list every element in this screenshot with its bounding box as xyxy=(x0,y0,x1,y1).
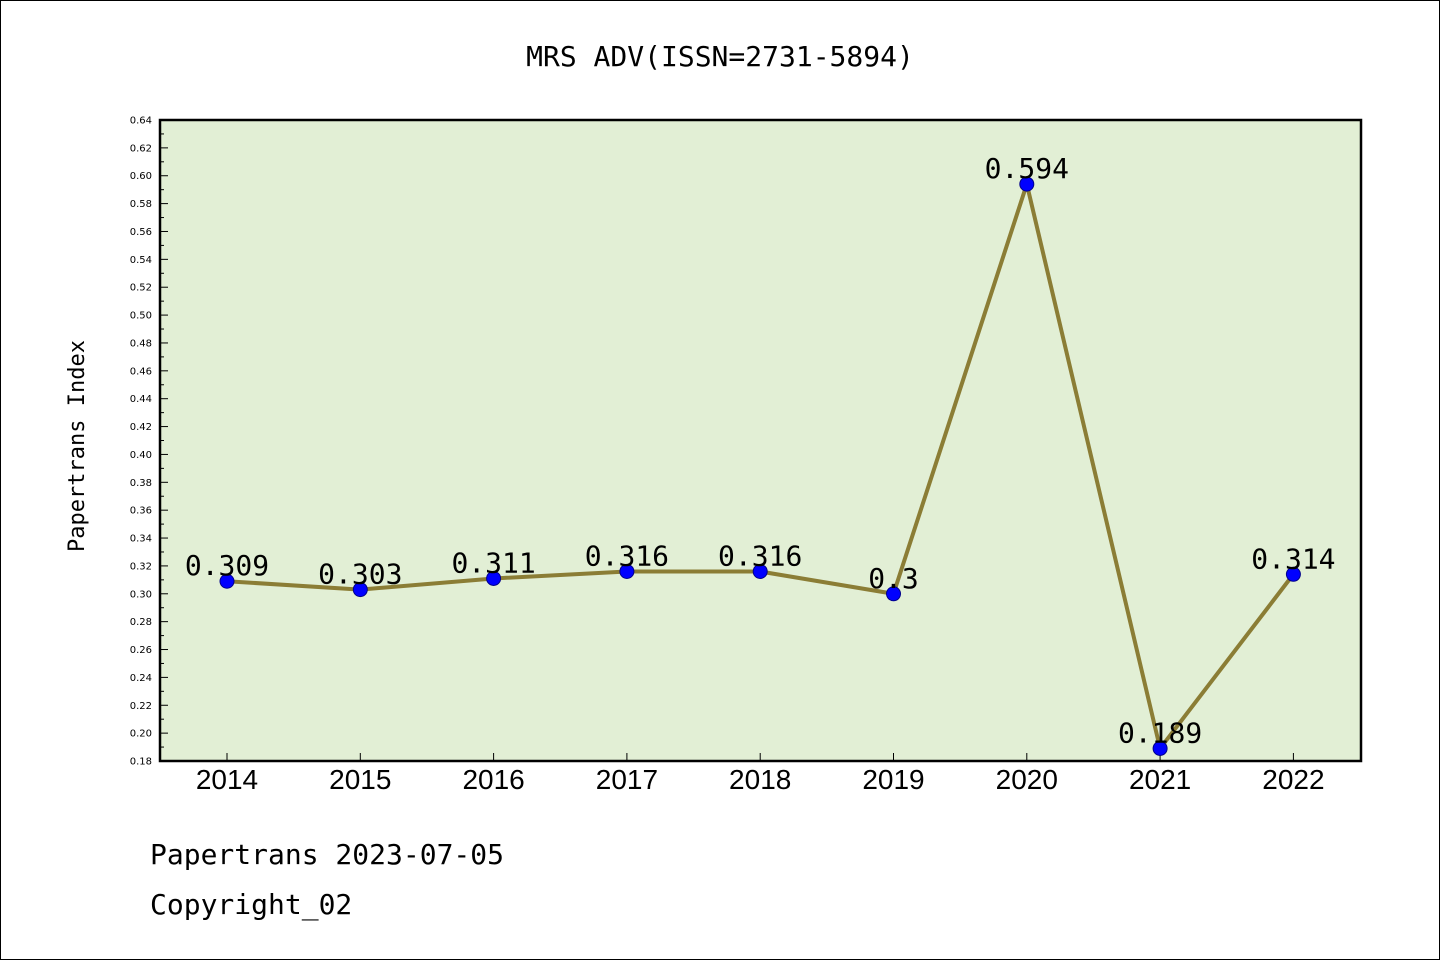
footer-copyright: Copyright_02 xyxy=(150,888,352,922)
y-tick-label: 0.62 xyxy=(130,143,152,154)
y-tick-label: 0.48 xyxy=(130,338,152,349)
data-point xyxy=(486,570,502,586)
y-tick-label: 0.28 xyxy=(130,617,152,628)
y-tick-label: 0.58 xyxy=(130,199,152,210)
data-point xyxy=(619,563,635,579)
data-label: 0.309 xyxy=(185,549,269,582)
y-tick-label: 0.26 xyxy=(130,645,152,656)
data-label: 0.3 xyxy=(868,562,919,595)
y-tick-label: 0.42 xyxy=(130,422,152,433)
x-tick-label: 2015 xyxy=(329,764,391,795)
y-tick-label: 0.22 xyxy=(130,701,152,712)
data-point xyxy=(1152,740,1168,756)
x-axis-ticks: 2014 2015 2016 2017 2018 2019 2020 2021 2022 xyxy=(196,753,1325,795)
data-label: 0.311 xyxy=(451,546,535,579)
y-tick-label: 0.40 xyxy=(130,450,152,461)
plot-area xyxy=(158,118,1363,763)
y-tick-label: 0.38 xyxy=(130,478,152,489)
x-tick-label: 2019 xyxy=(862,764,924,795)
y-tick-label: 0.56 xyxy=(130,227,152,238)
data-label: 0.189 xyxy=(1118,716,1202,749)
data-label: 0.316 xyxy=(585,539,669,572)
y-tick-label: 0.32 xyxy=(130,561,152,572)
data-point xyxy=(352,582,368,598)
y-tick-label: 0.20 xyxy=(130,729,152,740)
data-label: 0.303 xyxy=(318,558,402,591)
data-labels: 0.309 0.303 0.311 0.316 0.316 0.3 0.594 0.189 0.… xyxy=(185,152,1336,749)
data-point xyxy=(219,573,235,589)
y-tick-label: 0.36 xyxy=(130,506,152,517)
y-axis-ticks: 0.18 0.20 0.22 0.24 0.26 0.28 0.30 0.32 0.34 0.36… xyxy=(130,116,168,768)
x-tick-label: 2017 xyxy=(596,764,658,795)
x-tick-label: 2022 xyxy=(1262,764,1324,795)
data-point xyxy=(752,563,768,579)
data-label: 0.316 xyxy=(718,539,802,572)
y-tick-label: 0.18 xyxy=(130,757,152,768)
data-label: 0.314 xyxy=(1251,542,1335,575)
y-tick-label: 0.24 xyxy=(130,673,152,684)
x-tick-label: 2018 xyxy=(729,764,791,795)
y-tick-label: 0.64 xyxy=(130,116,152,127)
y-tick-label: 0.30 xyxy=(130,589,152,600)
y-tick-label: 0.54 xyxy=(130,255,152,266)
data-point xyxy=(1285,566,1301,582)
y-axis-label: Papertrans Index xyxy=(65,340,90,552)
y-tick-label: 0.44 xyxy=(130,394,152,405)
x-tick-label: 2016 xyxy=(462,764,524,795)
data-label: 0.594 xyxy=(985,152,1069,185)
y-tick-label: 0.60 xyxy=(130,171,152,182)
chart-title: MRS ADV(ISSN=2731-5894) xyxy=(526,40,914,73)
y-tick-label: 0.52 xyxy=(130,283,152,294)
data-point xyxy=(886,586,901,602)
x-tick-label: 2014 xyxy=(196,764,258,795)
y-tick-label: 0.34 xyxy=(130,534,152,545)
data-markers xyxy=(219,176,1301,756)
x-tick-label: 2020 xyxy=(996,764,1058,795)
x-tick-label: 2021 xyxy=(1129,764,1191,795)
y-tick-label: 0.46 xyxy=(130,366,152,377)
y-tick-label: 0.50 xyxy=(130,311,152,322)
data-point xyxy=(1019,176,1035,192)
footer-date-line: Papertrans 2023-07-05 xyxy=(150,838,504,871)
